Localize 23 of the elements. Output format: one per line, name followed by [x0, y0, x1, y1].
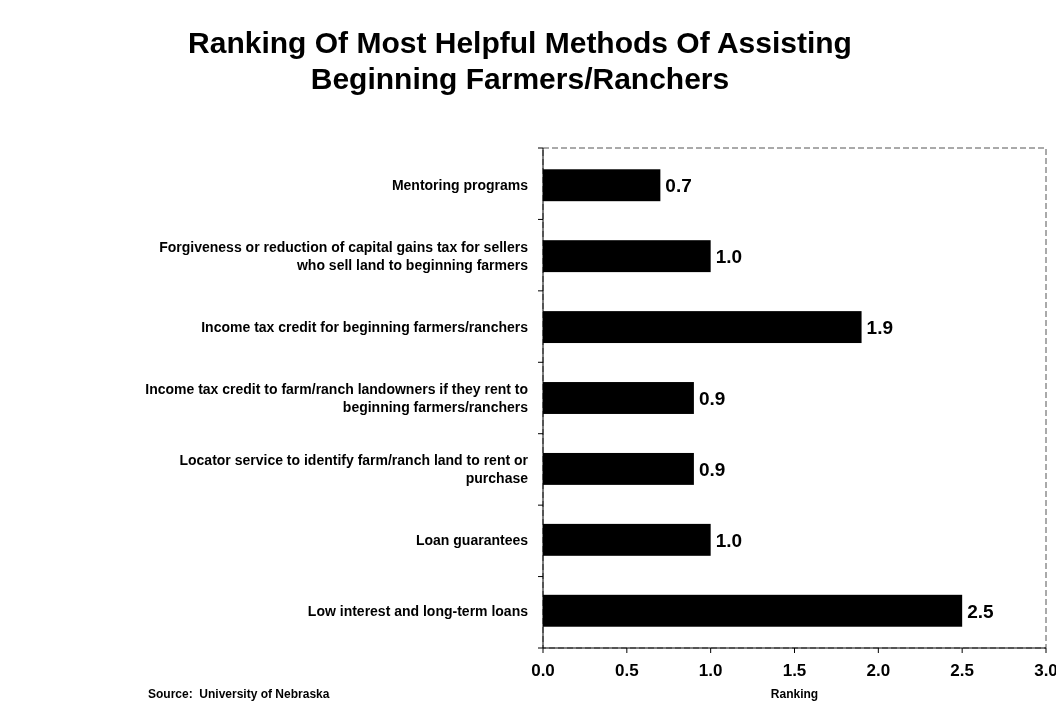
x-tick-label: 1.5 — [782, 661, 807, 680]
y-tick-label: Low interest and long-term loans — [307, 602, 529, 619]
y-tick-label: Income tax credit to farm/ranch landowners if they rent to beginning farmers/ranchers — [145, 381, 529, 415]
x-tick-label: 2.5 — [950, 661, 974, 680]
x-tick-label: 2.0 — [866, 661, 891, 680]
chart-title: Ranking Of Most Helpful Methods Of Assisting Beginning Farmers/Ranchers — [188, 26, 852, 95]
data-label: 1.9 — [866, 317, 893, 339]
data-label: 0.9 — [698, 388, 726, 409]
y-tick-label: Forgiveness or reduction of capital gains tax for sellers who sell land to beginning farmers — [159, 239, 529, 274]
data-label: 0.9 — [698, 458, 726, 480]
y-tick-label: Locator service to identify farm/ranch land to rent or purchase — [179, 451, 529, 486]
source-note: Source: University of Nebraska — [148, 687, 330, 701]
data-label: 1.0 — [715, 529, 743, 551]
x-axis-title: Ranking — [770, 687, 819, 701]
data-label: 0.7 — [665, 175, 692, 197]
x-tick-label: 0.0 — [531, 661, 555, 680]
x-tick-label: 1.0 — [698, 661, 723, 680]
data-label: 1.0 — [715, 246, 743, 268]
y-tick-label: Loan guarantees — [415, 531, 529, 548]
x-tick-label: 0.5 — [615, 661, 639, 680]
data-label: 2.5 — [967, 600, 995, 622]
y-tick-label: Mentoring programs — [391, 177, 529, 194]
y-tick-label: Income tax credit for beginning farmers/ranchers — [201, 319, 529, 336]
